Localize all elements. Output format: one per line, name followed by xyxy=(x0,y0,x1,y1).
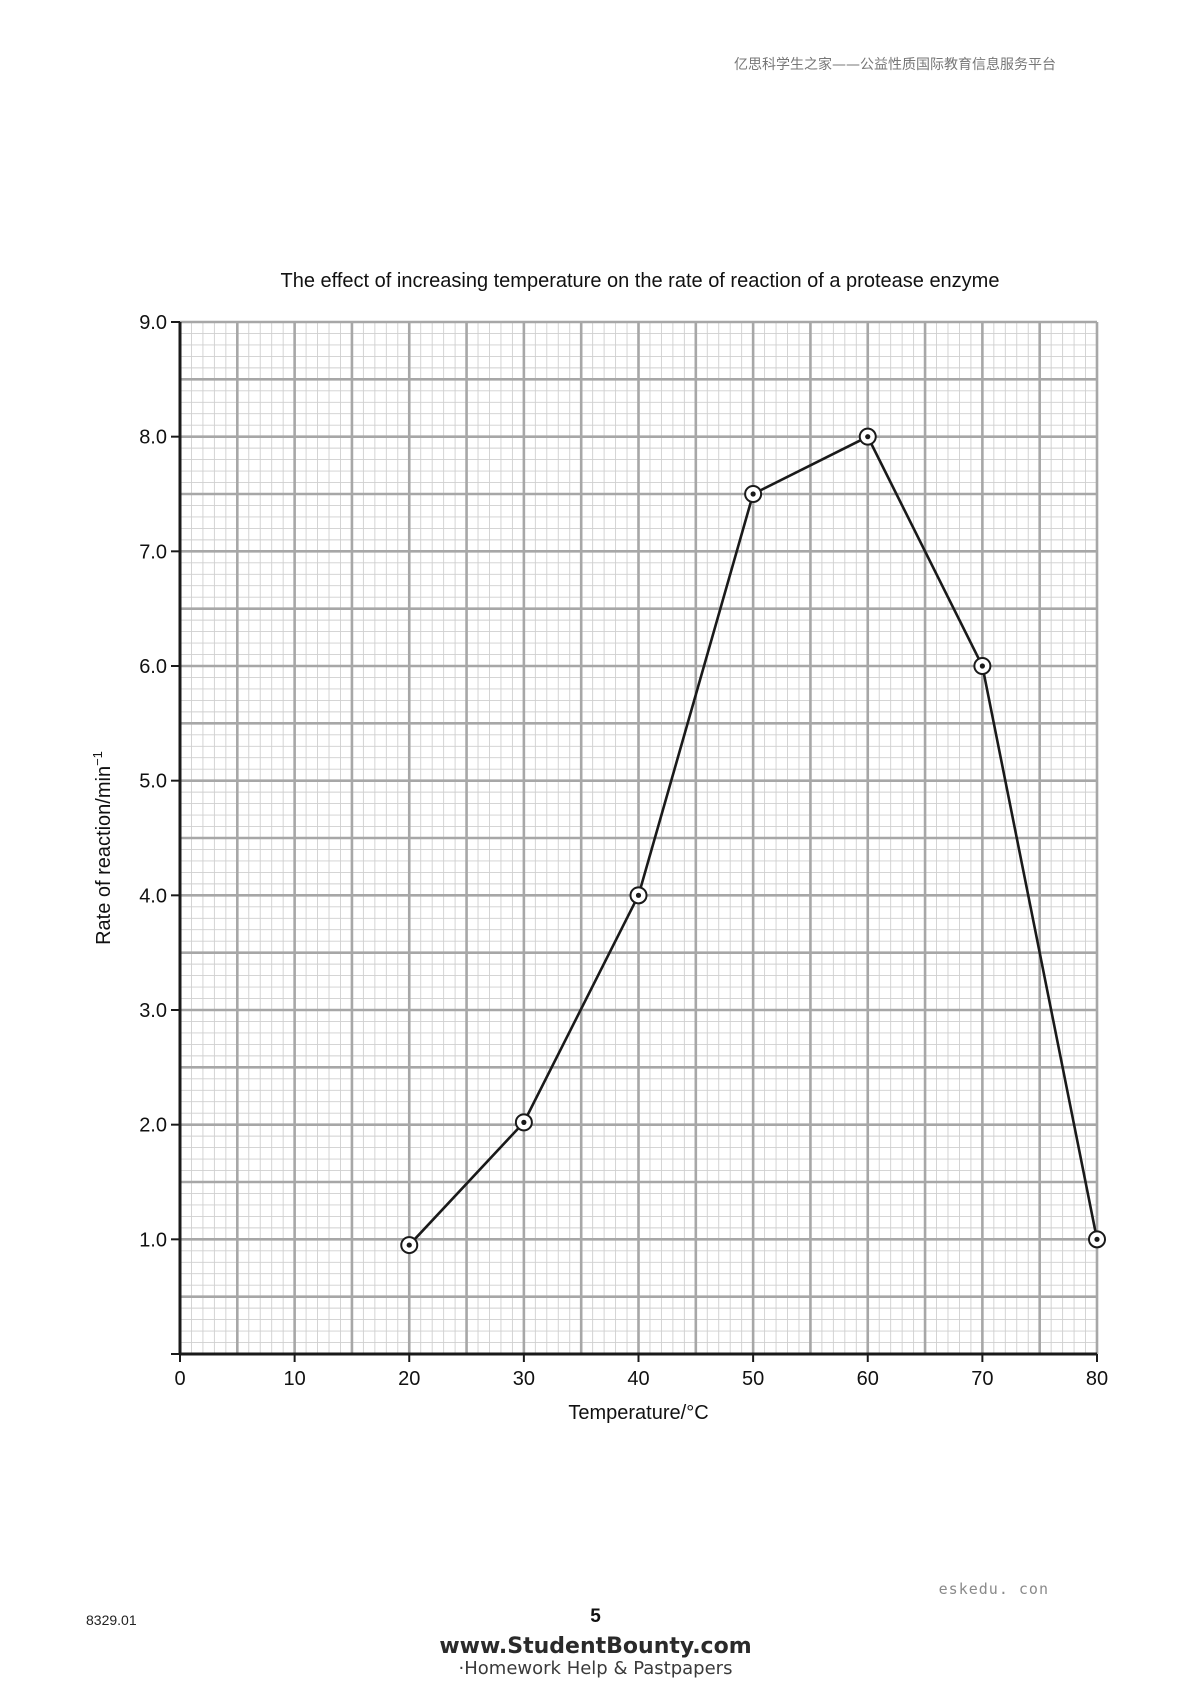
data-point xyxy=(744,485,763,503)
chart-grid xyxy=(178,320,1099,1356)
data-point xyxy=(858,427,877,446)
y-tick-label: 5.0 xyxy=(139,771,167,793)
x-tick-label: 40 xyxy=(627,1368,649,1390)
chart-series xyxy=(400,427,1106,1255)
data-point xyxy=(1088,1230,1106,1249)
y-axis-label-text: Rate of reaction/min xyxy=(93,766,115,945)
chart-title: The effect of increasing temperature on … xyxy=(280,270,1000,292)
data-point-dot xyxy=(635,892,642,898)
data-point xyxy=(514,1113,533,1132)
y-tick-label: 4.0 xyxy=(139,885,167,907)
data-point-dot xyxy=(521,1119,527,1125)
x-axis-label: Temperature/°C xyxy=(568,1402,708,1424)
data-point-dot xyxy=(406,1242,412,1248)
footer-logo-url: www.StudentBounty.com xyxy=(439,1634,752,1659)
footer-logo: www.StudentBounty.com ·Homework Help & P… xyxy=(0,1636,1191,1680)
y-axis-label: Rate of reaction/min−1 xyxy=(90,751,115,945)
data-point xyxy=(400,1236,419,1255)
y-tick-label: 1.0 xyxy=(139,1229,167,1251)
y-tick-label: 7.0 xyxy=(139,541,167,563)
page-number: 5 xyxy=(590,1606,601,1627)
data-point-dot xyxy=(1094,1236,1100,1242)
data-point xyxy=(973,657,992,675)
x-tick-label: 0 xyxy=(174,1368,185,1390)
x-tick-label: 80 xyxy=(1086,1368,1108,1390)
x-tick-label: 60 xyxy=(857,1368,879,1390)
chart: 0 10 20 30 40 50 60 70 80 1.0 2.0 3.0 4.0 5.0 6.0 7.0 8.… xyxy=(90,312,1108,1424)
x-tick-label: 30 xyxy=(513,1368,535,1390)
data-point-dot xyxy=(750,491,756,497)
y-axis-label-superscript: −1 xyxy=(90,751,105,766)
data-point-dot xyxy=(979,663,985,669)
paper-code: 8329.01 xyxy=(86,1612,137,1628)
site-watermark: eskedu. con xyxy=(938,1580,1049,1598)
y-tick-label: 9.0 xyxy=(139,312,167,334)
y-tick-label: 8.0 xyxy=(139,427,167,449)
data-point-dot xyxy=(865,434,871,440)
y-tick-label: 2.0 xyxy=(139,1115,167,1137)
header-text: 亿思科学生之家——公益性质国际教育信息服务平台 xyxy=(734,57,1056,73)
data-point xyxy=(629,886,648,905)
x-tick-label: 10 xyxy=(284,1368,306,1390)
x-tick-label: 70 xyxy=(971,1368,993,1390)
x-tick-label: 50 xyxy=(742,1368,764,1390)
x-tick-label: 20 xyxy=(398,1368,420,1390)
y-tick-label: 3.0 xyxy=(139,1000,167,1022)
chart-ticks: 0 10 20 30 40 50 60 70 80 1.0 2.0 3.0 4.0 5.0 6.0 7.0 8.… xyxy=(139,312,1108,1390)
y-tick-label: 6.0 xyxy=(139,656,167,678)
footer-logo-tagline: ·Homework Help & Pastpapers xyxy=(458,1658,733,1679)
